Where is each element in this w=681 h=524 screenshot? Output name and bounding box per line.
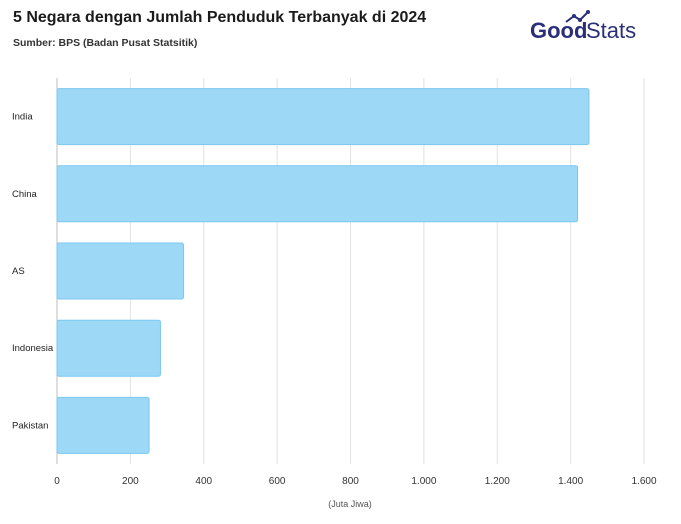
x-tick-label: 1.200	[485, 476, 510, 487]
logo-text-bold: Good	[530, 18, 587, 43]
x-tick-label: 1.600	[631, 476, 656, 487]
bar-pakistan	[56, 396, 150, 454]
x-tick-label: 1.400	[558, 476, 583, 487]
chart-source: Sumber: BPS (Badan Pusat Statsitik)	[13, 37, 198, 49]
x-axis-label: (Juta Jiwa)	[328, 499, 372, 509]
category-label: Indonesia	[12, 343, 54, 354]
x-tick-label: 800	[342, 476, 359, 487]
chart-title: 5 Negara dengan Jumlah Penduduk Terbanya…	[13, 9, 427, 26]
bar-india	[56, 88, 590, 146]
goodstats-logo: Good Stats	[530, 10, 650, 44]
category-label: China	[12, 189, 38, 200]
x-tick-label: 400	[195, 476, 212, 487]
x-tick-label: 0	[54, 476, 60, 487]
bar-as	[56, 242, 185, 300]
bars	[56, 88, 590, 454]
bar-china	[56, 165, 579, 223]
category-label: Pakistan	[12, 420, 48, 431]
category-label: India	[12, 112, 33, 123]
x-tick-label: 600	[269, 476, 286, 487]
category-labels: India China AS Indonesia Pakistan	[12, 112, 54, 432]
x-tick-label: 200	[122, 476, 139, 487]
bar-indonesia	[56, 319, 161, 377]
x-tick-labels: 0 200 400 600 800 1.000 1.200 1.400 1.600	[54, 476, 657, 487]
category-label: AS	[12, 266, 25, 277]
trend-line-icon	[565, 10, 590, 23]
logo-text-light: Stats	[586, 18, 636, 43]
x-tick-label: 1.000	[411, 476, 436, 487]
